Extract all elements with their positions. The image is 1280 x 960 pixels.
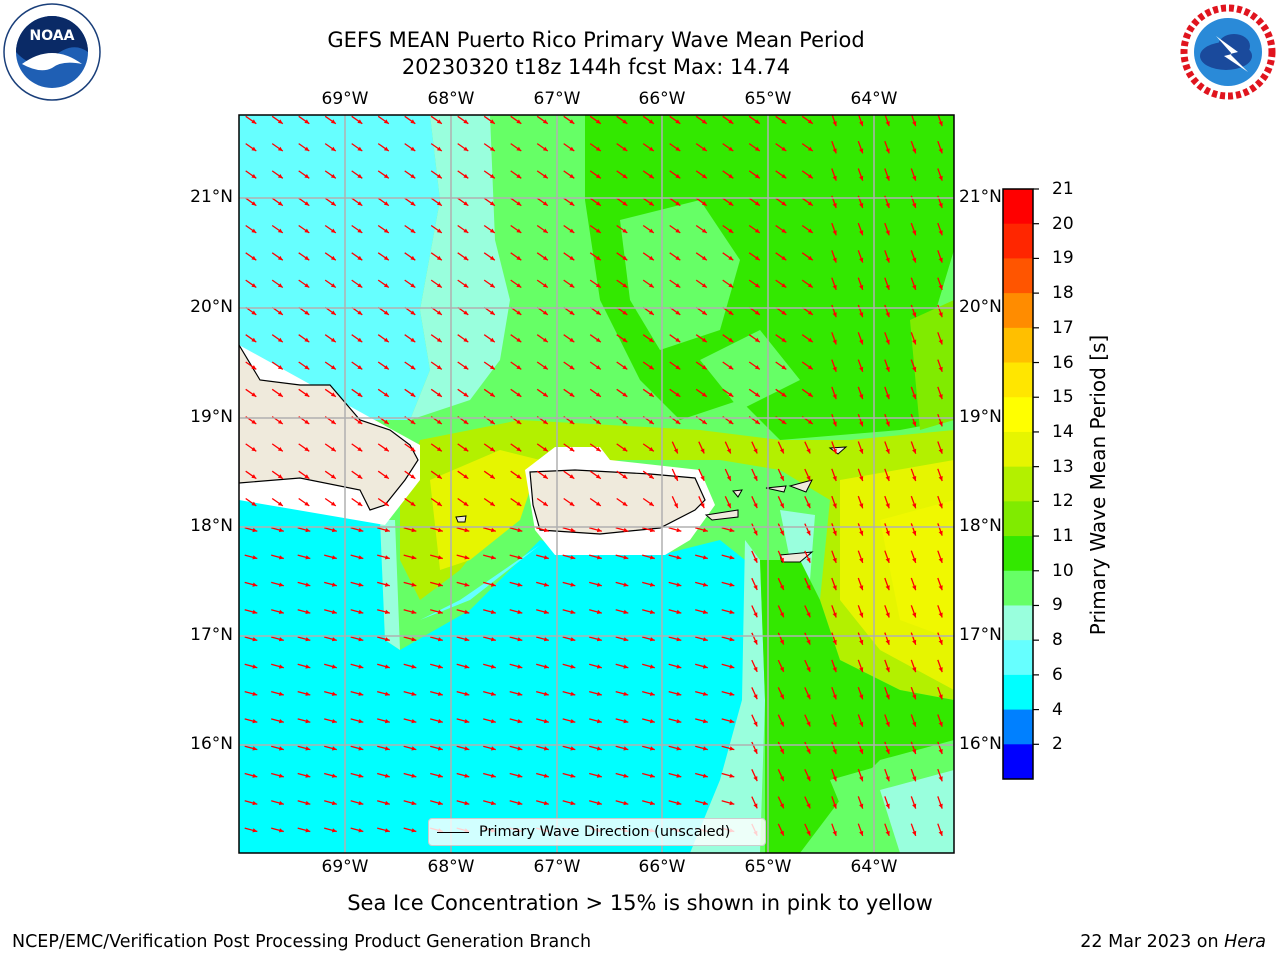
lat-label-left: 17°N <box>190 625 233 645</box>
period-band-9-10-north <box>410 115 510 420</box>
colorbar-segment <box>1003 605 1033 641</box>
lon-label-bottom: 66°W <box>638 857 686 877</box>
colorbar-tick-label: 4 <box>1052 699 1063 720</box>
lon-label-top: 64°W <box>850 89 898 109</box>
colorbar-tick-label: 20 <box>1052 213 1074 234</box>
colorbar-segment <box>1003 362 1033 398</box>
lon-label-bottom: 64°W <box>850 857 898 877</box>
sea-ice-note-text: Sea Ice Concentration > 15% is shown in … <box>347 891 933 915</box>
lon-label-bottom: 65°W <box>744 857 792 877</box>
colorbar-tick-label: 12 <box>1052 491 1074 512</box>
colorbar-tick-label: 13 <box>1052 456 1074 477</box>
lat-label-right: 17°N <box>959 625 1002 645</box>
legend-line-swatch <box>437 832 469 833</box>
colorbar-label: Primary Wave Mean Period [s] <box>1086 334 1110 636</box>
colorbar-tick-label: 14 <box>1052 421 1074 442</box>
lon-label-top: 69°W <box>321 89 369 109</box>
colorbar-tick-label: 21 <box>1052 179 1074 199</box>
footer-date-text: 22 Mar 2023 on <box>1080 932 1225 952</box>
lat-label-left: 19°N <box>190 407 233 427</box>
map-legend: Primary Wave Direction (unscaled) <box>428 818 766 846</box>
colorbar-segment <box>1003 536 1033 572</box>
colorbar-segment <box>1003 640 1033 676</box>
map-frame <box>238 114 955 854</box>
hispaniola-land <box>239 343 419 511</box>
colorbar <box>1002 188 1039 780</box>
lon-label-bottom: 69°W <box>321 857 369 877</box>
lon-label-top: 68°W <box>427 89 475 109</box>
lat-label-right: 21°N <box>959 187 1002 207</box>
colorbar-segment <box>1003 431 1033 468</box>
colorbar-tick-label: 17 <box>1052 317 1074 338</box>
lon-label-bottom: 67°W <box>533 857 581 877</box>
colorbar-segment <box>1003 570 1033 606</box>
colorbar-tick-label: 11 <box>1052 526 1074 547</box>
colorbar-segment <box>1003 674 1033 711</box>
lat-label-left: 20°N <box>190 297 233 317</box>
lat-label-right: 20°N <box>959 297 1002 317</box>
colorbar-tick-label: 16 <box>1052 352 1074 373</box>
colorbar-tick-label: 6 <box>1052 664 1063 685</box>
colorbar-tick-label: 9 <box>1052 595 1063 616</box>
colorbar-segment <box>1003 709 1033 745</box>
colorbar-segment <box>1003 293 1033 329</box>
lon-label-bottom: 68°W <box>427 857 475 877</box>
colorbar-tick-label: 2 <box>1052 734 1063 755</box>
colorbar-segment <box>1003 501 1033 537</box>
nws-logo <box>1180 4 1276 100</box>
map-title: GEFS MEAN Puerto Rico Primary Wave Mean … <box>327 28 865 52</box>
colorbar-tick-label: 10 <box>1052 560 1074 581</box>
lon-label-top: 66°W <box>638 89 686 109</box>
noaa-logo: NOAA <box>3 3 101 101</box>
colorbar-segment <box>1003 744 1033 780</box>
colorbar-segment <box>1003 327 1033 364</box>
map-subtitle: 20230320 t18z 144h fcst Max: 14.74 <box>401 55 791 79</box>
colorbar-segment <box>1003 223 1033 259</box>
colorbar-segment <box>1003 189 1033 225</box>
colorbar-tick-label: 15 <box>1052 387 1074 408</box>
footer-host: Hera <box>1224 932 1266 952</box>
period-band-11-12 <box>585 115 954 440</box>
lat-label-left: 18°N <box>190 516 233 536</box>
lat-label-right: 18°N <box>959 516 1002 536</box>
period-band-13-14 <box>400 420 954 700</box>
sea-ice-note: Sea Ice Concentration > 15% is shown in … <box>0 891 1280 915</box>
period-band-6-8 <box>239 500 745 853</box>
period-band-8-9-north <box>239 115 440 420</box>
svg-text:NOAA: NOAA <box>30 28 75 44</box>
graticule <box>239 115 954 853</box>
lat-label-right: 19°N <box>959 407 1002 427</box>
lat-label-left: 16°N <box>190 734 233 754</box>
lon-label-top: 67°W <box>533 89 581 109</box>
lat-label-right: 16°N <box>959 734 1002 754</box>
lat-label-left: 21°N <box>190 187 233 207</box>
colorbar-tick-label: 18 <box>1052 283 1074 304</box>
footer-date: 22 Mar 2023 on Hera <box>1080 932 1266 952</box>
colorbar-segment <box>1003 397 1033 433</box>
legend-label: Primary Wave Direction (unscaled) <box>479 824 731 840</box>
footer-credit: NCEP/EMC/Verification Post Processing Pr… <box>12 932 592 952</box>
wave-direction-arrows <box>244 115 943 837</box>
lon-label-top: 65°W <box>744 89 792 109</box>
colorbar-segment <box>1003 466 1033 502</box>
colorbar-tick-label: 19 <box>1052 248 1074 269</box>
colorbar-tick-label: 8 <box>1052 630 1063 651</box>
colorbar-segment <box>1003 258 1033 294</box>
